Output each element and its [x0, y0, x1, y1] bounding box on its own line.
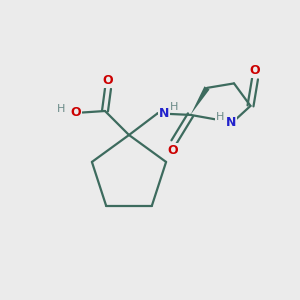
Text: H: H [170, 102, 178, 112]
Text: H: H [57, 104, 66, 115]
Polygon shape [190, 86, 210, 115]
Text: O: O [70, 106, 81, 119]
Text: O: O [167, 144, 178, 157]
Text: N: N [226, 116, 236, 129]
Text: O: O [103, 74, 113, 88]
Text: N: N [159, 107, 169, 120]
Text: H: H [216, 112, 224, 122]
Text: O: O [250, 64, 260, 77]
